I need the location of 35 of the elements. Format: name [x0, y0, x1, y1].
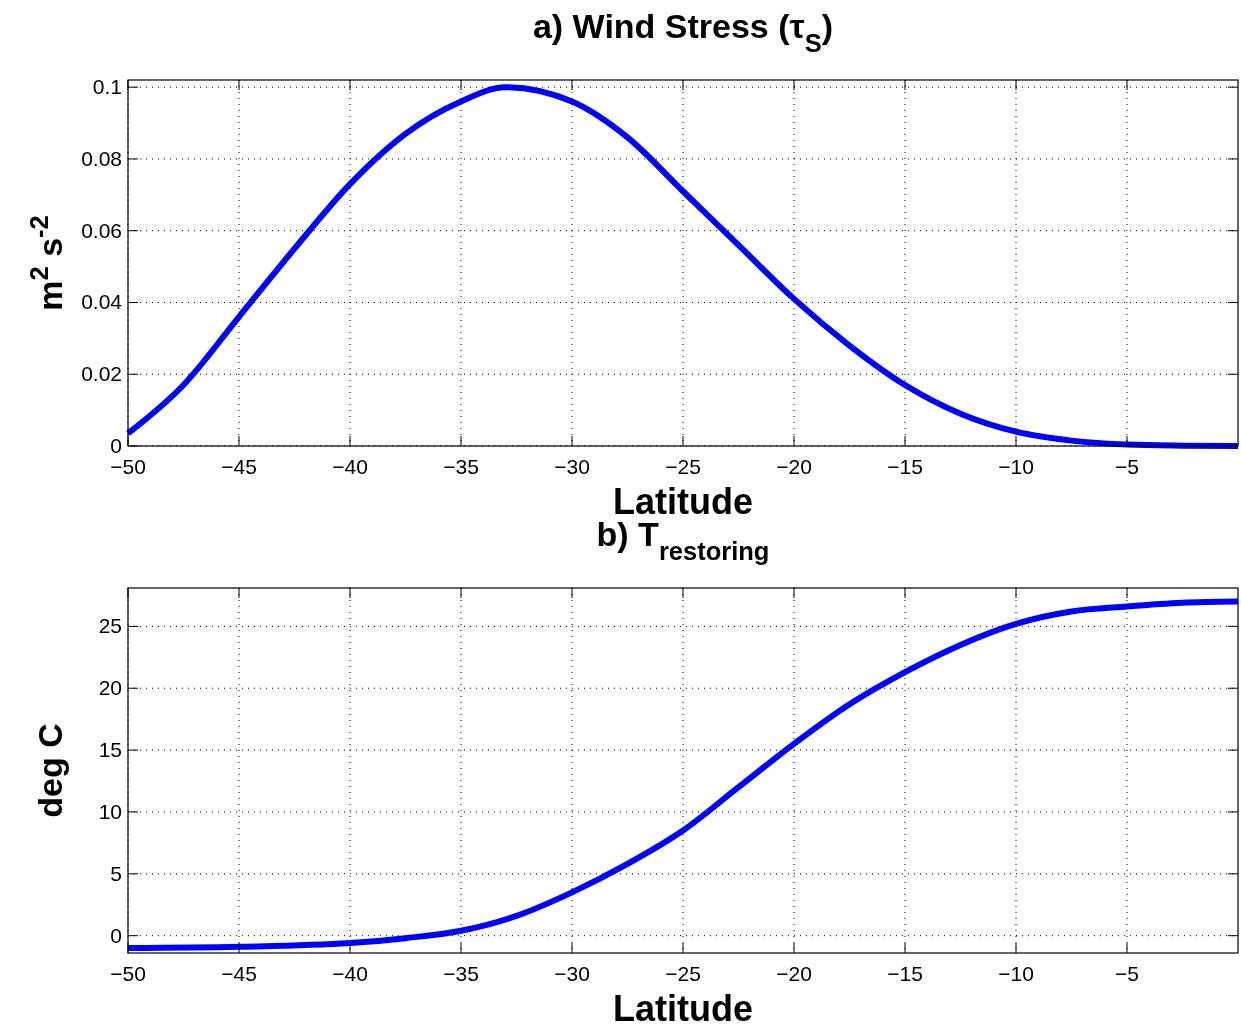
y-tick-label: 0.02 — [81, 362, 122, 386]
y-tick-label: 15 — [98, 738, 122, 762]
x-tick-label: −30 — [554, 455, 590, 478]
y-tick-label: 25 — [98, 614, 122, 638]
x-tick-label: −5 — [1115, 962, 1139, 985]
x-tick-label: −10 — [998, 962, 1034, 985]
y-tick-label: 10 — [98, 799, 122, 823]
y-tick-label: 5 — [110, 861, 122, 885]
x-tick-label: −10 — [998, 455, 1034, 478]
x-tick-label: −25 — [665, 962, 701, 985]
chart-title: a) Wind Stress (τ$_{S}$) — [532, 7, 834, 57]
x-tick-label: −30 — [554, 962, 590, 985]
x-tick-label: −5 — [1115, 455, 1139, 478]
x-tick-label: −20 — [776, 962, 812, 985]
x-tick-label: −20 — [776, 455, 812, 478]
x-tick-label: −45 — [221, 962, 257, 985]
x-tick-label: −45 — [221, 455, 257, 478]
x-tick-label: −50 — [110, 455, 146, 478]
x-tick-label: −50 — [110, 962, 146, 985]
y-tick-label: 0 — [110, 923, 122, 947]
x-tick-label: −35 — [443, 962, 479, 985]
x-tick-label: −35 — [443, 455, 479, 478]
x-tick-label: −15 — [887, 455, 923, 478]
x-tick-label: −40 — [332, 455, 368, 478]
y-tick-label: 20 — [98, 676, 122, 700]
y-tick-label: 0.06 — [81, 218, 122, 242]
x-tick-label: −15 — [887, 962, 923, 985]
y-tick-label: 0.04 — [81, 290, 123, 314]
y-tick-label: 0.1 — [92, 75, 122, 99]
x-axis-title: Latitude — [613, 988, 753, 1029]
x-tick-label: −25 — [665, 455, 701, 478]
y-axis-title: deg C — [31, 723, 69, 818]
x-tick-label: −40 — [332, 962, 368, 985]
y-tick-label: 0.08 — [81, 146, 122, 170]
y-tick-label: 0 — [110, 434, 122, 457]
